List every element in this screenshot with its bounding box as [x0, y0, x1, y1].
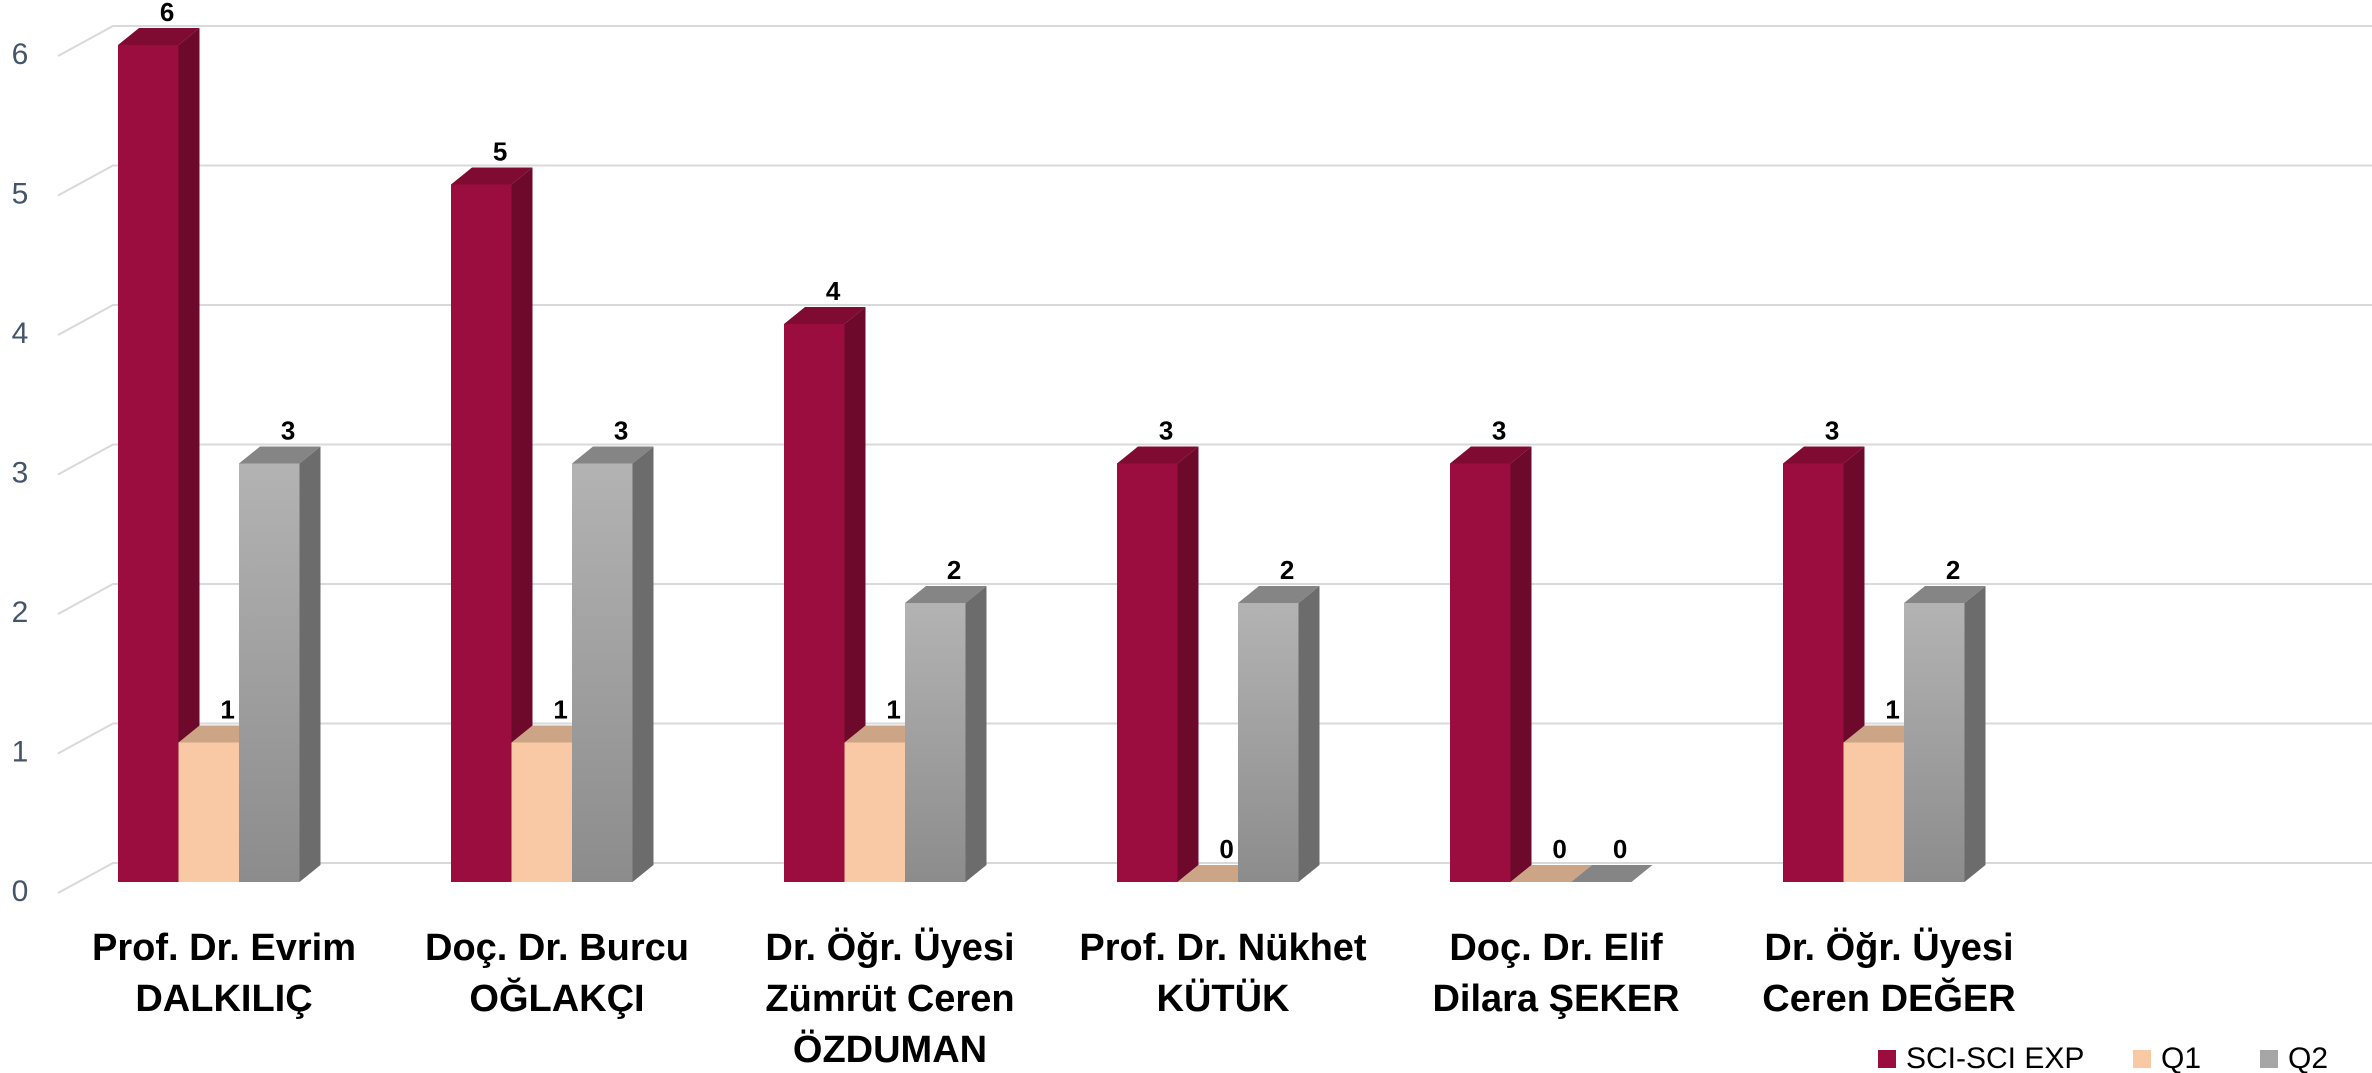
y-tick-label: 0 [12, 875, 29, 908]
bar-top [1510, 865, 1592, 882]
data-label: 3 [1492, 415, 1506, 445]
x-tick-label: KÜTÜK [1157, 977, 1291, 1020]
bar-top [1450, 446, 1532, 464]
bar [844, 742, 905, 882]
bar-side [1177, 446, 1199, 882]
grid-line [57, 862, 2372, 894]
bar [1117, 463, 1178, 882]
bar [239, 463, 300, 882]
bar-side [299, 446, 321, 882]
bar [1904, 603, 1965, 882]
legend-label: Q1 [2161, 1042, 2201, 1073]
y-tick-label: 6 [12, 38, 29, 71]
x-tick-label: OĞLAKÇI [469, 976, 644, 1020]
y-tick-label: 4 [12, 317, 29, 350]
bar [1238, 603, 1299, 882]
bar-side [1510, 446, 1532, 882]
bar-side [965, 586, 987, 882]
x-tick-label: Zümrüt Ceren [765, 978, 1014, 1020]
data-label: 1 [1885, 694, 1899, 724]
legend-label: Q2 [2288, 1042, 2328, 1073]
x-tick-label: Dr. Öğr. Üyesi [765, 926, 1014, 969]
x-tick-label: Ceren DEĞER [1762, 976, 2015, 1020]
bar-top [1783, 446, 1865, 464]
legend-swatch [2260, 1050, 2278, 1068]
bar [1450, 463, 1511, 882]
grid-line [57, 722, 2372, 755]
x-tick-label: Doç. Dr. Elif [1449, 927, 1663, 969]
data-label: 1 [220, 694, 234, 724]
bar-side [511, 167, 533, 882]
bar-top [1904, 586, 1986, 603]
data-label: 0 [1219, 834, 1233, 864]
data-label: 1 [553, 694, 567, 724]
bar-side [1298, 586, 1320, 882]
bar-top [784, 307, 866, 324]
data-label: 3 [281, 415, 295, 445]
data-label: 3 [1825, 415, 1839, 445]
data-label: 2 [1280, 555, 1294, 585]
x-tick-label: Prof. Dr. Evrim [92, 927, 356, 969]
bar [511, 742, 572, 882]
x-tick-label: DALKILIÇ [135, 978, 312, 1020]
bar-top [1238, 586, 1320, 603]
x-tick-label: Dr. Öğr. Üyesi [1764, 926, 2013, 969]
y-tick-label: 1 [12, 735, 29, 768]
y-tick-label: 5 [12, 177, 29, 210]
grid-line [57, 304, 2372, 336]
data-label: 3 [1159, 415, 1173, 445]
data-label: 0 [1613, 834, 1627, 864]
bar [1843, 742, 1904, 882]
bar-top [572, 446, 654, 464]
data-label: 0 [1552, 834, 1566, 864]
bar-top [451, 167, 533, 185]
data-label: 4 [826, 276, 841, 306]
bar-top [239, 446, 321, 464]
grid-line [57, 443, 2372, 476]
bar-side [632, 446, 654, 882]
grid-line [57, 164, 2372, 197]
bar-top [118, 28, 200, 45]
x-tick-label: ÖZDUMAN [793, 1028, 987, 1071]
bar-side [178, 28, 200, 882]
x-tick-label: Dilara ŞEKER [1432, 978, 1679, 1020]
legend-swatch [1878, 1050, 1896, 1068]
y-tick-label: 2 [12, 596, 29, 629]
bar-top [905, 586, 987, 603]
legend-swatch [2133, 1050, 2151, 1068]
data-label: 5 [493, 136, 507, 166]
bar-top [1117, 446, 1199, 464]
bar [572, 463, 633, 882]
x-tick-label: Doç. Dr. Burcu [425, 927, 689, 969]
bar-top [1571, 865, 1653, 882]
data-label: 2 [1946, 555, 1960, 585]
bar [784, 324, 845, 882]
y-tick-label: 3 [12, 456, 29, 489]
data-label: 3 [614, 415, 628, 445]
grid-line [57, 583, 2372, 615]
bar [451, 184, 512, 882]
bar [1783, 463, 1844, 882]
legend-label: SCI-SCI EXP [1906, 1042, 2084, 1073]
bar [178, 742, 239, 882]
data-label: 6 [160, 0, 174, 27]
bar [118, 45, 179, 882]
data-label: 1 [886, 694, 900, 724]
bar-side [1964, 586, 1986, 882]
grid-line [57, 25, 2372, 57]
bar [905, 603, 966, 882]
data-label: 2 [947, 555, 961, 585]
x-tick-label: Prof. Dr. Nükhet [1079, 927, 1366, 969]
